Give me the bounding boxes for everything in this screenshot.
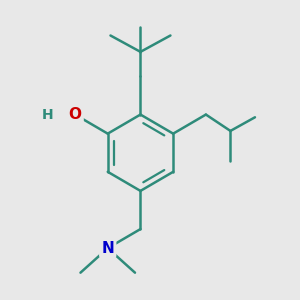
Text: O: O — [68, 107, 82, 122]
Text: N: N — [101, 241, 114, 256]
Text: H: H — [42, 108, 54, 122]
